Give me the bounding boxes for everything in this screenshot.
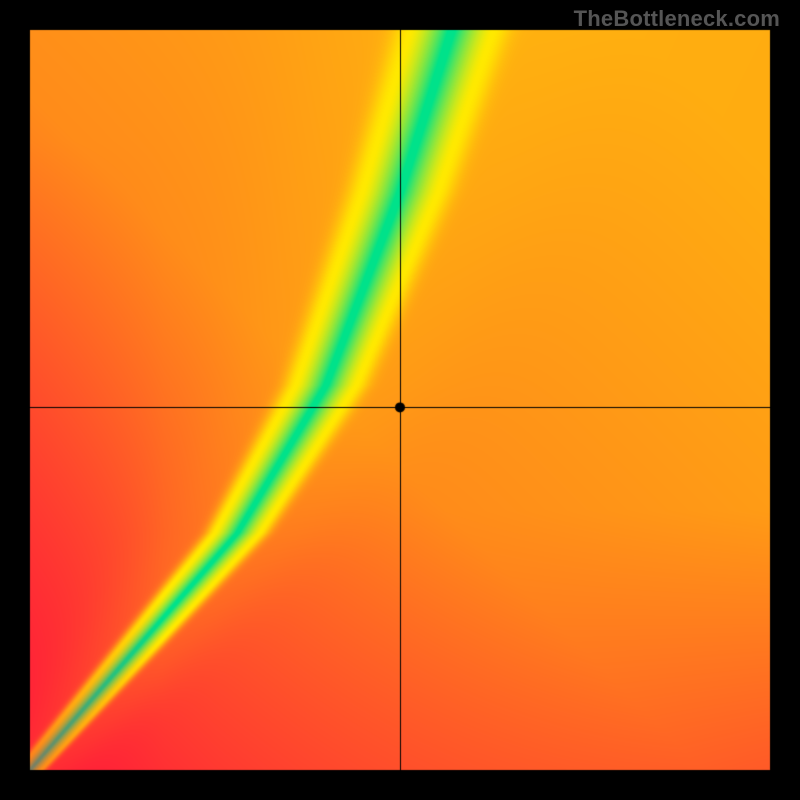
watermark-label: TheBottleneck.com (574, 6, 780, 32)
bottleneck-heatmap (0, 0, 800, 800)
chart-container: TheBottleneck.com (0, 0, 800, 800)
